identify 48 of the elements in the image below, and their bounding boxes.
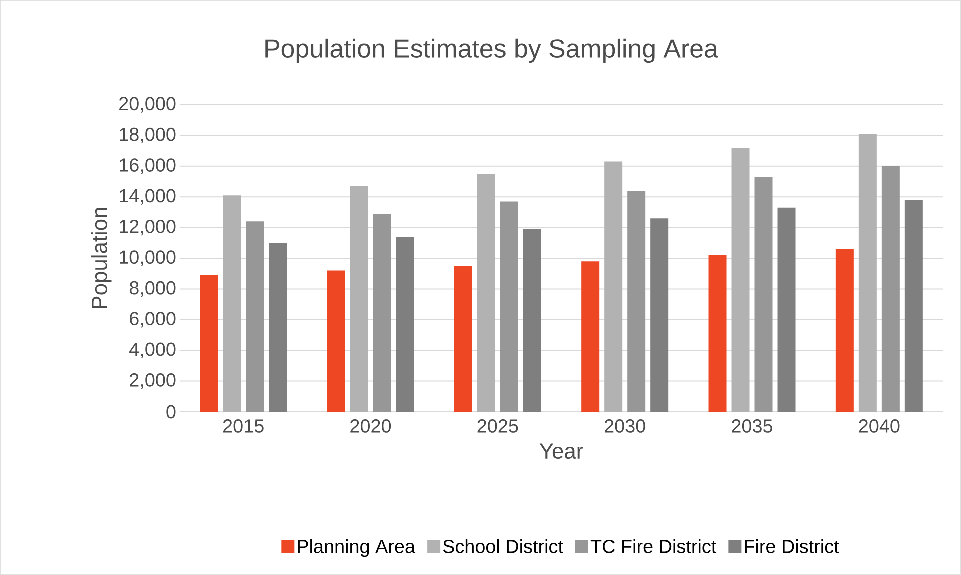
bar xyxy=(754,177,773,412)
y-tick-label: 8,000 xyxy=(130,281,176,298)
bar xyxy=(836,249,854,412)
bar xyxy=(454,266,472,412)
bar xyxy=(223,196,242,412)
x-tick-label: 2035 xyxy=(732,420,773,433)
bar xyxy=(396,237,414,412)
legend-label: TC Fire District xyxy=(590,539,717,554)
y-tick-label: 20,000 xyxy=(120,97,176,113)
bar xyxy=(500,202,518,412)
y-tick-label: 0 xyxy=(166,405,176,419)
bar xyxy=(628,190,646,412)
chart-title: Population Estimates by Sampling Area xyxy=(266,38,718,64)
y-tick-label: 2,000 xyxy=(130,373,176,390)
bar xyxy=(708,255,727,412)
bar xyxy=(269,243,288,412)
y-tick-label: 6,000 xyxy=(130,312,176,328)
x-tick-label: 2015 xyxy=(223,420,264,433)
bar xyxy=(904,200,923,412)
bar xyxy=(350,186,368,412)
bar xyxy=(523,229,542,412)
bar xyxy=(604,162,623,412)
bar xyxy=(477,174,496,412)
y-tick-label: 12,000 xyxy=(120,220,176,236)
bar xyxy=(778,208,796,412)
y-tick-label: 16,000 xyxy=(120,158,176,174)
y-tick-label: 14,000 xyxy=(120,189,176,205)
y-tick-label: 18,000 xyxy=(120,128,176,144)
bar xyxy=(327,270,346,412)
bar xyxy=(650,218,669,412)
bar xyxy=(858,134,877,412)
legend-label: School District xyxy=(443,539,564,554)
x-tick-label: 2040 xyxy=(859,420,900,433)
x-axis-title: Year xyxy=(540,444,584,460)
legend-label: Planning Area xyxy=(298,539,416,558)
y-axis-title: Population xyxy=(91,208,112,308)
bar xyxy=(200,275,218,412)
x-tick-label: 2030 xyxy=(604,420,646,433)
legend-label: Fire District xyxy=(745,539,840,554)
bar xyxy=(246,222,264,412)
x-tick-label: 2020 xyxy=(350,420,392,433)
bar xyxy=(882,166,900,412)
bar xyxy=(582,262,600,412)
x-tick-label: 2025 xyxy=(478,420,518,433)
y-tick-label: 4,000 xyxy=(130,342,176,358)
bar xyxy=(373,214,392,412)
bar xyxy=(732,148,750,412)
y-tick-label: 10,000 xyxy=(120,250,176,266)
